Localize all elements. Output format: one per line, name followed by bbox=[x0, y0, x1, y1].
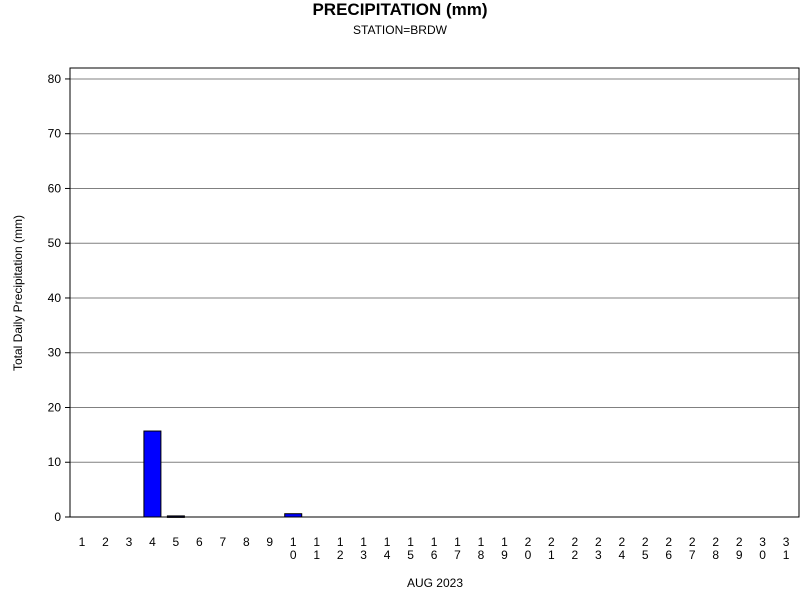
chart-subtitle: STATION=BRDW bbox=[353, 23, 447, 37]
x-tick-label: 5 bbox=[173, 535, 180, 549]
x-tick-label: 7 bbox=[219, 535, 226, 549]
y-tick-label: 50 bbox=[48, 236, 62, 250]
bars bbox=[143, 430, 303, 518]
x-tick-label: 3 bbox=[126, 535, 133, 549]
chart-title: PRECIPITATION (mm) bbox=[312, 0, 488, 19]
y-tick-label: 40 bbox=[48, 291, 62, 305]
x-axis-label: AUG 2023 bbox=[407, 576, 463, 590]
axes bbox=[69, 67, 800, 518]
x-tick-label: 9 bbox=[266, 535, 273, 549]
y-tick-label: 10 bbox=[48, 455, 62, 469]
plot-frame bbox=[69, 67, 800, 518]
x-tick-label: 2 bbox=[102, 535, 109, 549]
y-tick-label: 60 bbox=[48, 181, 62, 195]
y-tick-label: 0 bbox=[54, 510, 61, 524]
x-tick-label: 4 bbox=[149, 535, 156, 549]
y-tick-label: 80 bbox=[48, 72, 62, 86]
gridlines bbox=[70, 78, 799, 463]
y-tick-label: 30 bbox=[48, 346, 62, 360]
x-tick-label: 6 bbox=[196, 535, 203, 549]
x-tick-label: 8 bbox=[243, 535, 250, 549]
bar-day-4 bbox=[143, 430, 162, 518]
y-axis-label: Total Daily Precipitation (mm) bbox=[11, 215, 25, 371]
x-axis-ticks: 1 2 3 4 5 6 7 8 9 1 01 11 21 31 41 51 61 71 81 92 02 12 22 32 42… bbox=[79, 535, 790, 562]
y-axis-ticks: 0 10 20 30 40 50 60 70 80 bbox=[48, 72, 70, 524]
y-tick-label: 20 bbox=[48, 400, 62, 414]
y-tick-label: 70 bbox=[48, 127, 62, 141]
x-tick-label: 1 bbox=[79, 535, 86, 549]
